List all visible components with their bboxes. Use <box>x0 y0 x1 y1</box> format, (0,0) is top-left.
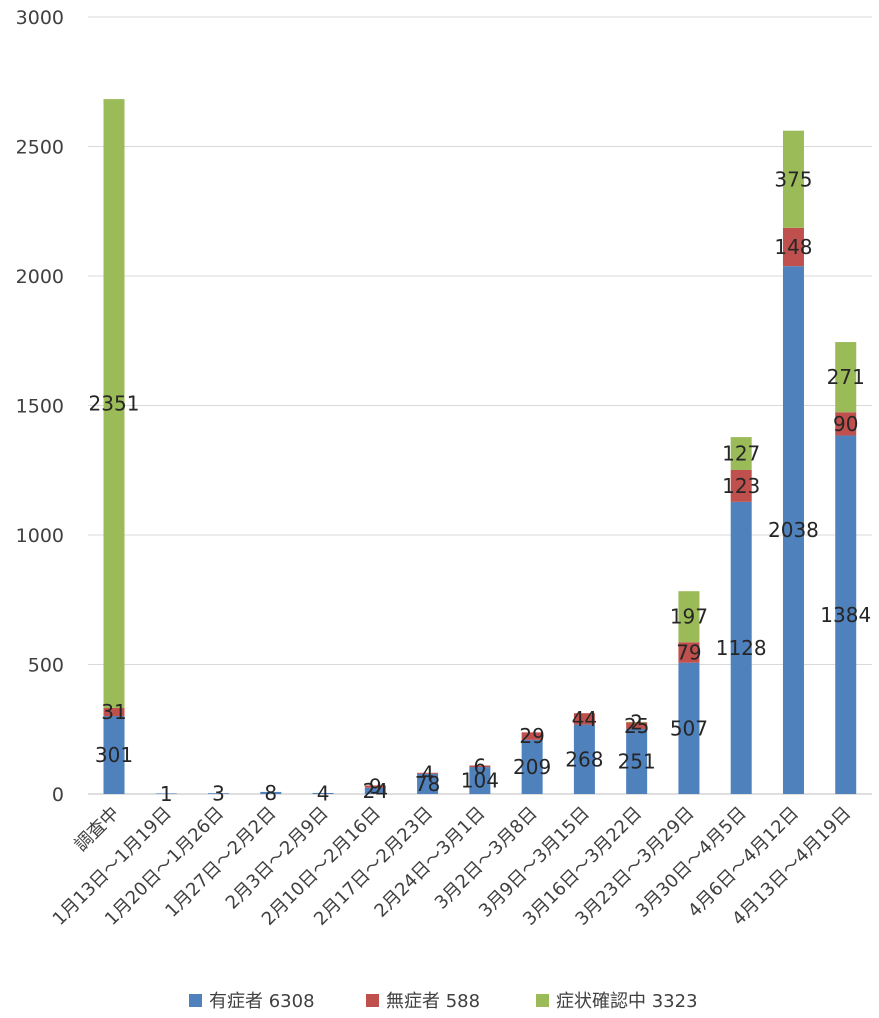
bar-segment <box>103 716 125 794</box>
bar-segment <box>678 662 700 794</box>
data-label: 90 <box>833 412 858 436</box>
bar-segment <box>103 99 125 709</box>
data-label: 268 <box>565 747 603 771</box>
legend-label: 症状確認中 3323 <box>556 991 698 1012</box>
bar-segment <box>835 412 857 436</box>
data-label: 44 <box>572 707 597 731</box>
bar-segment <box>469 765 491 768</box>
data-label: 507 <box>670 716 708 740</box>
bar-segment <box>782 130 804 228</box>
data-label: 301 <box>95 743 133 767</box>
bar-segment <box>364 787 386 794</box>
data-label: 148 <box>774 235 812 259</box>
bar-segment <box>782 266 804 795</box>
data-label: 197 <box>670 605 708 629</box>
legend: 有症者 6308 無症者 588 症状確認中 3323 <box>189 991 698 1012</box>
legend-label: 無症者 588 <box>386 991 480 1012</box>
bar-segment <box>469 767 491 794</box>
data-label: 209 <box>513 755 551 779</box>
bars <box>103 99 857 795</box>
bar-segment <box>521 739 543 794</box>
legend-swatch <box>536 994 549 1007</box>
bar-segment <box>626 722 648 729</box>
data-label: 127 <box>722 442 760 466</box>
data-label: 104 <box>461 769 499 793</box>
x-axis-category-labels: 調査中1月13日～1月19日1月20日～1月26日1月27日～2月2日2月3日～… <box>49 803 856 930</box>
data-label: 375 <box>774 167 812 191</box>
bar-segment <box>155 793 177 794</box>
data-label: 1384 <box>820 603 871 627</box>
y-tick-label: 0 <box>52 784 64 806</box>
y-tick-label: 1500 <box>16 396 64 418</box>
bar-segment <box>835 435 857 794</box>
y-tick-label: 500 <box>28 655 64 677</box>
bar-segment <box>417 772 439 774</box>
data-label: 24 <box>363 779 388 803</box>
data-label: 31 <box>101 700 126 724</box>
data-label: 9 <box>369 775 382 799</box>
data-label: 25 <box>624 714 649 738</box>
data-label: 4 <box>317 781 330 805</box>
data-label: 1 <box>160 782 173 806</box>
data-label: 78 <box>415 772 440 796</box>
bar-segment <box>678 642 700 663</box>
bar-segment <box>417 773 439 794</box>
legend-swatch <box>189 994 202 1007</box>
bar-segment <box>573 724 595 794</box>
data-label: 3 <box>212 782 225 806</box>
bar-segment <box>730 469 752 502</box>
data-label: 251 <box>618 749 656 773</box>
y-tick-label: 2000 <box>16 266 64 288</box>
bar-segment <box>103 708 125 717</box>
gridlines <box>88 16 872 795</box>
bar-segment <box>835 342 857 413</box>
legend-swatch <box>366 994 379 1007</box>
data-label: 6 <box>473 754 486 778</box>
bar-segment <box>260 791 282 794</box>
data-label: 4 <box>421 761 434 785</box>
data-label: 2 <box>630 710 643 734</box>
bar-segment <box>208 793 230 794</box>
bar-segment <box>730 501 752 794</box>
data-label: 123 <box>722 474 760 498</box>
bar-segment <box>730 437 752 470</box>
bar-segment <box>678 591 700 643</box>
bar-segment <box>573 713 595 725</box>
data-label: 2351 <box>89 392 140 416</box>
legend-label: 有症者 6308 <box>209 991 315 1012</box>
bar-segment <box>626 721 648 723</box>
bar-segment <box>782 227 804 267</box>
data-label: 2038 <box>768 518 819 542</box>
bar-segment <box>626 728 648 794</box>
data-label: 271 <box>827 365 865 389</box>
y-tick-label: 3000 <box>16 7 64 29</box>
bar-segment <box>521 732 543 740</box>
y-tick-label: 2500 <box>16 137 64 159</box>
data-label: 8 <box>264 781 277 805</box>
bar-segment <box>312 792 334 794</box>
data-label: 79 <box>676 640 701 664</box>
data-label: 29 <box>519 724 544 748</box>
y-tick-label: 1000 <box>16 525 64 547</box>
y-axis-tick-labels: 0 500 1000 1500 2000 2500 3000 <box>16 7 64 806</box>
bar-segment <box>364 785 386 788</box>
data-label: 1128 <box>716 636 767 660</box>
